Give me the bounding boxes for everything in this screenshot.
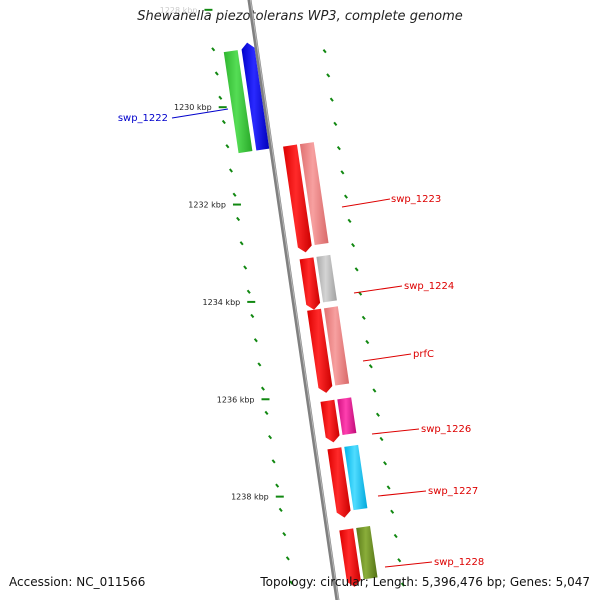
gc-tick-left <box>260 386 265 391</box>
gc-tick-right <box>397 558 402 563</box>
gc-tick-right <box>372 388 377 393</box>
gene-feature <box>241 42 270 151</box>
gene-label-leader <box>362 353 412 362</box>
gc-tick-left <box>214 71 219 76</box>
gc-tick-right <box>329 97 334 102</box>
genome-backbone <box>247 0 340 600</box>
gene-label: swp_1228 <box>434 557 484 568</box>
cog-feature <box>316 254 337 303</box>
gc-tick-left <box>239 241 244 246</box>
cog-feature <box>223 50 253 154</box>
gc-tick-right <box>326 73 331 78</box>
gc-tick-right <box>383 461 388 466</box>
gc-tick-left <box>228 168 233 173</box>
cog-feature <box>356 525 378 580</box>
gc-tick-right <box>393 533 398 539</box>
gc-tick-right <box>340 170 345 175</box>
gc-tick-right <box>400 582 405 587</box>
gene-label: swp_1227 <box>428 486 478 497</box>
gc-tick-right <box>386 485 391 490</box>
scale-label: 1236 kbp <box>217 395 255 404</box>
gene-feature <box>299 257 321 310</box>
gc-tick-left <box>285 556 290 561</box>
gc-tick-left <box>253 338 258 343</box>
map-title: Shewanella piezotolerans WP3, complete g… <box>137 9 463 24</box>
scale-label: 1230 kbp <box>174 103 212 112</box>
gc-tick-left <box>236 216 241 222</box>
accession-label: Accession: <box>9 575 73 589</box>
gc-tick-left <box>225 144 230 149</box>
gene-feature <box>283 144 312 253</box>
gc-tick-right <box>347 218 352 223</box>
scale-label: 1238 kbp <box>231 493 269 502</box>
gene-label-leader <box>341 198 391 208</box>
genes-label: Genes: <box>509 575 552 589</box>
gc-tick-right <box>336 146 341 151</box>
cog-feature <box>344 444 368 511</box>
gc-tick-left <box>232 192 237 197</box>
gene-label: prfC <box>413 349 434 360</box>
gc-tick-right <box>375 412 380 417</box>
gc-tick-left <box>278 507 283 512</box>
summary-line: Topology: circular; Length: 5,396,476 bp… <box>260 575 590 589</box>
gc-tick-right <box>343 194 348 199</box>
length-value: 5,396,476 bp <box>421 575 502 589</box>
gc-tick-left <box>271 459 276 464</box>
gc-tick-right <box>322 49 327 54</box>
cog-feature <box>323 306 350 386</box>
gc-tick-right <box>354 267 359 272</box>
scale-label: 1228 kbp <box>160 6 198 15</box>
gc-tick-right <box>379 436 384 442</box>
gene-label: swp_1226 <box>421 424 471 435</box>
gc-tick-left <box>246 289 251 294</box>
gene-feature <box>307 308 333 393</box>
gc-tick-left <box>264 410 269 416</box>
topology-value: circular <box>320 575 365 589</box>
gc-tick-right <box>390 509 395 514</box>
gc-tick-right <box>361 315 366 320</box>
gc-tick-left <box>243 265 248 270</box>
gene-label: swp_1223 <box>391 194 441 205</box>
gene-label-leader <box>371 428 420 435</box>
gc-tick-left <box>218 95 223 100</box>
topology-label: Topology: <box>260 575 317 589</box>
gc-tick-left <box>268 435 273 440</box>
accession-line: Accession: NC_011566 <box>9 575 145 589</box>
gc-tick-left <box>221 119 226 125</box>
gc-tick-left <box>257 362 262 367</box>
gc-tick-right <box>333 121 338 127</box>
cog-feature <box>337 397 357 435</box>
length-label: Length: <box>372 575 419 589</box>
gene-label: swp_1224 <box>404 281 454 292</box>
gc-tick-right <box>365 339 370 345</box>
gene-label: swp_1222 <box>118 113 168 124</box>
gene-feature <box>327 447 351 518</box>
gc-tick-left <box>275 483 280 488</box>
gc-tick-right <box>351 242 356 248</box>
genome-backbone-highlight <box>249 0 339 600</box>
genes-value: 5,047 <box>555 575 590 589</box>
gc-tick-left <box>250 313 255 319</box>
gene-label-leader <box>384 561 433 568</box>
scale-label: 1232 kbp <box>188 201 226 210</box>
gene-feature <box>339 528 361 587</box>
gene-feature <box>320 399 340 443</box>
gc-tick-right <box>368 364 373 369</box>
gene-label-leader <box>171 108 229 119</box>
accession-value: NC_011566 <box>76 575 146 589</box>
gene-label-leader <box>377 490 427 497</box>
gc-tick-left <box>289 580 294 585</box>
gene-label-leader <box>353 285 403 294</box>
gc-tick-left <box>211 47 216 52</box>
scale-label: 1234 kbp <box>203 298 241 307</box>
cog-feature <box>299 142 329 246</box>
gc-tick-left <box>282 532 287 537</box>
